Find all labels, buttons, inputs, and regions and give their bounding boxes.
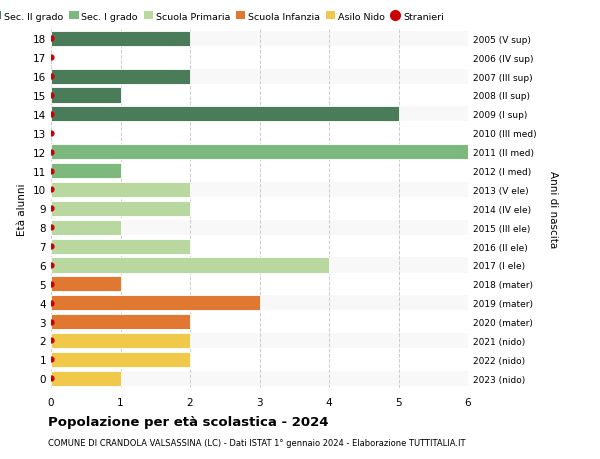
- Bar: [51, 107, 468, 122]
- Bar: [51, 88, 121, 103]
- Bar: [51, 239, 190, 254]
- Bar: [51, 258, 468, 273]
- Bar: [51, 69, 190, 84]
- Bar: [51, 145, 468, 160]
- Bar: [51, 32, 190, 47]
- Y-axis label: Anni di nascita: Anni di nascita: [548, 170, 557, 247]
- Bar: [51, 371, 468, 386]
- Bar: [51, 32, 468, 47]
- Legend: Sec. II grado, Sec. I grado, Scuola Primaria, Scuola Infanzia, Asilo Nido, Stran: Sec. II grado, Sec. I grado, Scuola Prim…: [0, 12, 443, 22]
- Bar: [51, 183, 190, 197]
- Bar: [51, 69, 468, 84]
- Bar: [51, 333, 190, 348]
- Bar: [51, 50, 468, 66]
- Y-axis label: Età alunni: Età alunni: [17, 183, 28, 235]
- Bar: [51, 183, 468, 197]
- Text: Popolazione per età scolastica - 2024: Popolazione per età scolastica - 2024: [48, 415, 329, 428]
- Bar: [51, 220, 121, 235]
- Bar: [51, 352, 468, 367]
- Bar: [51, 202, 468, 216]
- Bar: [51, 296, 260, 311]
- Bar: [51, 333, 468, 348]
- Bar: [51, 277, 121, 292]
- Bar: [51, 371, 121, 386]
- Bar: [51, 163, 468, 179]
- Bar: [51, 220, 468, 235]
- Bar: [51, 126, 468, 141]
- Bar: [51, 277, 468, 292]
- Bar: [51, 145, 468, 160]
- Bar: [51, 352, 190, 367]
- Bar: [51, 163, 121, 179]
- Bar: [51, 258, 329, 273]
- Bar: [51, 296, 468, 311]
- Bar: [51, 202, 190, 216]
- Bar: [51, 239, 468, 254]
- Bar: [51, 314, 468, 330]
- Bar: [51, 314, 190, 330]
- Text: COMUNE DI CRANDOLA VALSASSINA (LC) - Dati ISTAT 1° gennaio 2024 - Elaborazione T: COMUNE DI CRANDOLA VALSASSINA (LC) - Dat…: [48, 438, 466, 448]
- Bar: [51, 88, 468, 103]
- Bar: [51, 107, 398, 122]
